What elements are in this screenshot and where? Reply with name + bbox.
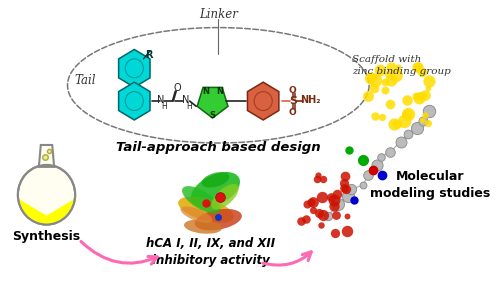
Text: S: S: [210, 111, 216, 119]
Circle shape: [18, 165, 75, 225]
Text: O: O: [289, 86, 296, 95]
Text: O: O: [174, 83, 181, 93]
Text: N: N: [182, 95, 190, 105]
Ellipse shape: [178, 197, 234, 223]
Text: S: S: [289, 96, 297, 106]
Text: R: R: [145, 50, 152, 60]
Text: NH₂: NH₂: [300, 95, 320, 105]
Text: N: N: [216, 87, 223, 96]
Text: hCA I, II, IX, and XII
inhibitory activity: hCA I, II, IX, and XII inhibitory activi…: [146, 237, 275, 267]
Ellipse shape: [180, 206, 212, 223]
Polygon shape: [118, 82, 150, 120]
Text: O: O: [289, 107, 296, 117]
Polygon shape: [248, 82, 279, 120]
Ellipse shape: [195, 209, 242, 230]
Text: H: H: [186, 101, 192, 111]
Polygon shape: [197, 87, 228, 118]
Text: N: N: [158, 95, 164, 105]
Ellipse shape: [202, 172, 230, 188]
Text: Linker: Linker: [199, 8, 238, 21]
Text: Molecular
modeling studies: Molecular modeling studies: [370, 170, 490, 200]
Ellipse shape: [191, 172, 240, 207]
Text: Tail: Tail: [75, 74, 96, 87]
Text: H: H: [161, 101, 167, 111]
Polygon shape: [19, 199, 74, 224]
Ellipse shape: [184, 219, 222, 234]
Polygon shape: [39, 145, 54, 167]
Text: Tail-approach based design: Tail-approach based design: [116, 141, 320, 154]
Ellipse shape: [182, 186, 220, 213]
Text: Synthesis: Synthesis: [12, 230, 80, 243]
Ellipse shape: [212, 184, 238, 209]
Text: Scaffold with
zinc binding group: Scaffold with zinc binding group: [352, 55, 450, 76]
Polygon shape: [118, 50, 150, 87]
Text: N: N: [202, 87, 209, 96]
